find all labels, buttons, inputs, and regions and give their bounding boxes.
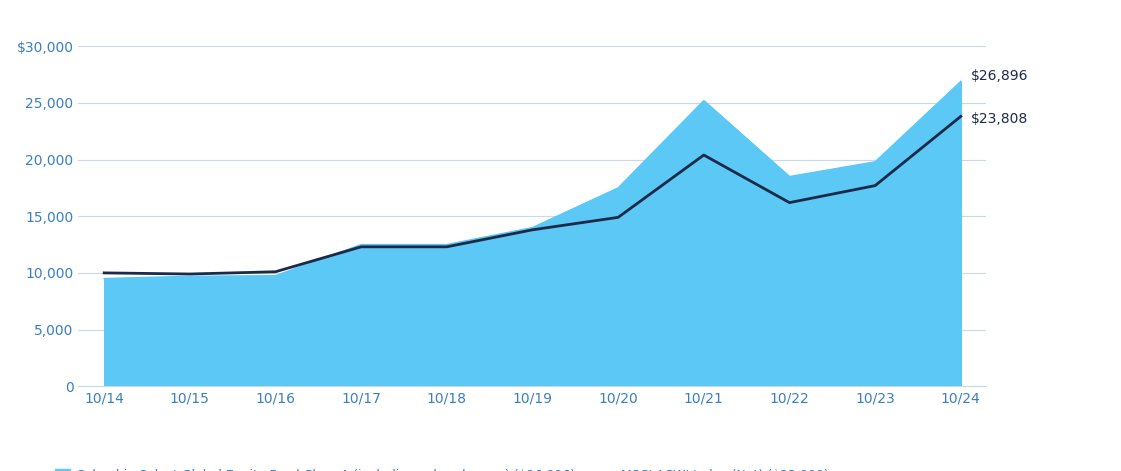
Text: $26,896: $26,896 <box>971 69 1029 83</box>
Legend: Columbia Select Global Equity Fund Class A (including sales charges) ($26,896), : Columbia Select Global Equity Fund Class… <box>55 469 828 471</box>
Text: $23,808: $23,808 <box>971 112 1028 126</box>
